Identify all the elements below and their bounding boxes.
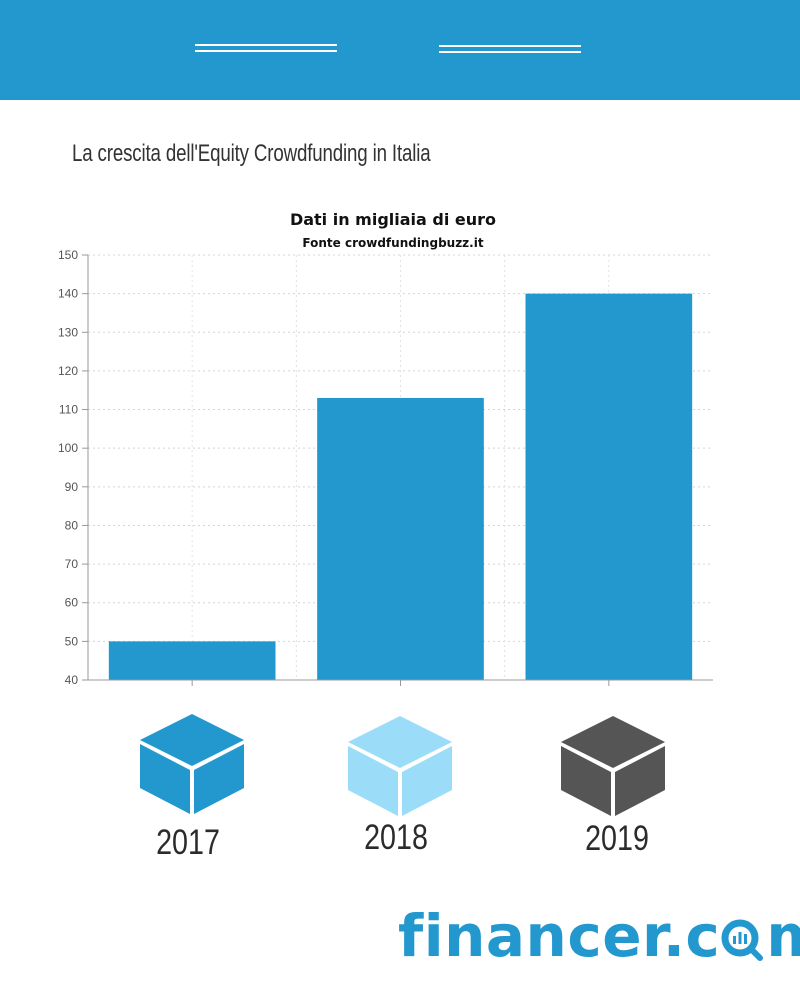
chart-bars [108,293,693,680]
brand-text-m: m [766,902,800,970]
cube-icon-2019 [561,716,665,816]
year-label-2018: 2018 [364,818,428,857]
y-tick-label-50: 50 [65,634,79,648]
year-label-2017: 2017 [156,823,220,862]
brand-o-with-chart: m m [720,902,800,970]
chart-title: Dati in migliaia di euro [290,210,496,229]
cube-icon-2017 [140,714,244,814]
brand-text: financer.c [398,902,721,970]
magnifier-chart-icon [721,919,764,961]
chart-subtitle: Fonte crowdfundingbuzz.it [302,236,483,250]
y-tick-label-40: 40 [65,673,79,687]
header-band [0,0,800,100]
bar-2018 [317,397,484,680]
header-decor-line-right [439,45,581,53]
header-decor-line-left [195,44,337,52]
y-tick-label-110: 110 [59,403,78,417]
bar-2019 [525,293,693,680]
y-tick-label-150: 150 [58,248,78,262]
year-label-2019: 2019 [585,819,649,858]
y-tick-label-70: 70 [65,557,79,571]
y-tick-label-140: 140 [58,287,78,301]
y-tick-label-120: 120 [58,364,78,378]
brand-logo: financer.cm m [398,902,800,970]
bar-chart: Dati in migliaia di euro Fonte crowdfund… [58,210,713,687]
page-title: La crescita dell'Equity Crowdfunding in … [72,140,431,167]
y-tick-label-130: 130 [58,325,78,339]
y-tick-label-90: 90 [65,480,79,494]
cube-icon-2018 [348,716,452,816]
bar-2017 [108,641,276,680]
chart-axes: 40 50 60 70 80 90 100 110 120 130 140 150 [58,248,713,687]
y-tick-label-100: 100 [58,441,78,455]
y-tick-label-60: 60 [65,596,79,610]
y-tick-label-80: 80 [65,518,79,532]
